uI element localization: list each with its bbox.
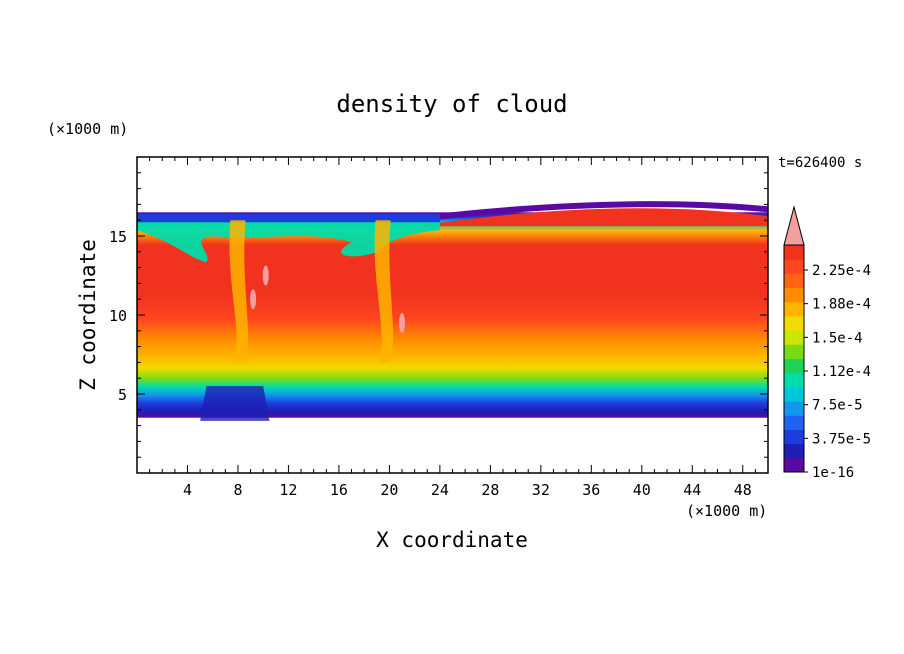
colorbar-segment	[784, 429, 804, 445]
colorbar-segment	[784, 358, 804, 374]
y-tick-label: 10	[109, 307, 127, 325]
x-tick-label: 36	[582, 481, 600, 499]
max-patch	[262, 265, 269, 286]
x-tick-label: 44	[683, 481, 701, 499]
colorbar-segment	[784, 372, 804, 388]
colorbar-segment	[784, 386, 804, 402]
time-label: t=626400 s	[778, 155, 862, 171]
x-tick-label: 32	[532, 481, 550, 499]
x-tick-label: 12	[279, 481, 297, 499]
chart-title: density of cloud	[336, 90, 567, 118]
colorbar-overflow-arrow	[783, 205, 805, 246]
colorbar-segment	[784, 415, 804, 430]
colorbar-segment	[784, 259, 804, 274]
anvil-edge	[137, 214, 440, 223]
x-tick-label: 4	[183, 481, 192, 499]
y-ticks: 5 10 15	[109, 172, 768, 458]
colorbar-segment	[784, 273, 804, 289]
x-tick-label: 24	[431, 481, 449, 499]
colorbar-frame	[783, 244, 805, 473]
colorbar-segment	[784, 443, 804, 459]
colorbar-label: 1.5e-4	[812, 330, 863, 346]
colorbar-segment	[784, 344, 804, 359]
x-tick-label: 40	[633, 481, 651, 499]
colorbar-label: 2.25e-4	[812, 263, 871, 279]
cloud-top-edge	[414, 201, 768, 223]
x-ticks: 4 8 12 16 20 24 28 32 36 40 44 48	[149, 157, 756, 499]
x-tick-label: 8	[233, 481, 242, 499]
y-unit-label: (×1000 m)	[47, 120, 128, 138]
turbulent-base	[200, 386, 270, 421]
updraft-plume	[229, 220, 249, 363]
colorbar-label: 3.75e-5	[812, 431, 871, 447]
colorbar-label: 1.88e-4	[812, 297, 871, 313]
y-tick-label: 5	[118, 386, 127, 404]
colorbar-segment	[784, 401, 804, 416]
max-patch	[399, 312, 406, 333]
x-axis-label: X coordinate	[376, 528, 528, 552]
cloud-anvil-left	[137, 222, 440, 263]
x-unit-label: (×1000 m)	[686, 502, 767, 520]
x-tick-label: 48	[734, 481, 752, 499]
max-patch	[250, 289, 257, 310]
colorbar-label: 7.5e-5	[812, 398, 863, 414]
colorbar-segment	[784, 315, 804, 331]
colorbar-segment	[784, 330, 804, 345]
colorbar-label: 1.12e-4	[812, 364, 871, 380]
x-tick-label: 16	[330, 481, 348, 499]
x-tick-label: 28	[481, 481, 499, 499]
colorbar-segment	[784, 457, 804, 473]
cloud-top-dome	[414, 208, 768, 227]
updraft-plume	[374, 220, 394, 363]
colorbar-segment	[784, 301, 804, 317]
colorbar-segment	[784, 245, 804, 260]
y-axis-label: Z coordinate	[76, 239, 100, 391]
heatmap-field	[137, 201, 768, 421]
colorbar: 2.25e-4 1.88e-4 1.5e-4 1.12e-4 7.5e-5 3.75e-5…	[783, 205, 871, 481]
colorbar-label: 1e-16	[812, 465, 854, 481]
x-tick-label: 20	[380, 481, 398, 499]
y-tick-label: 15	[109, 228, 127, 246]
colorbar-segment	[784, 287, 804, 303]
